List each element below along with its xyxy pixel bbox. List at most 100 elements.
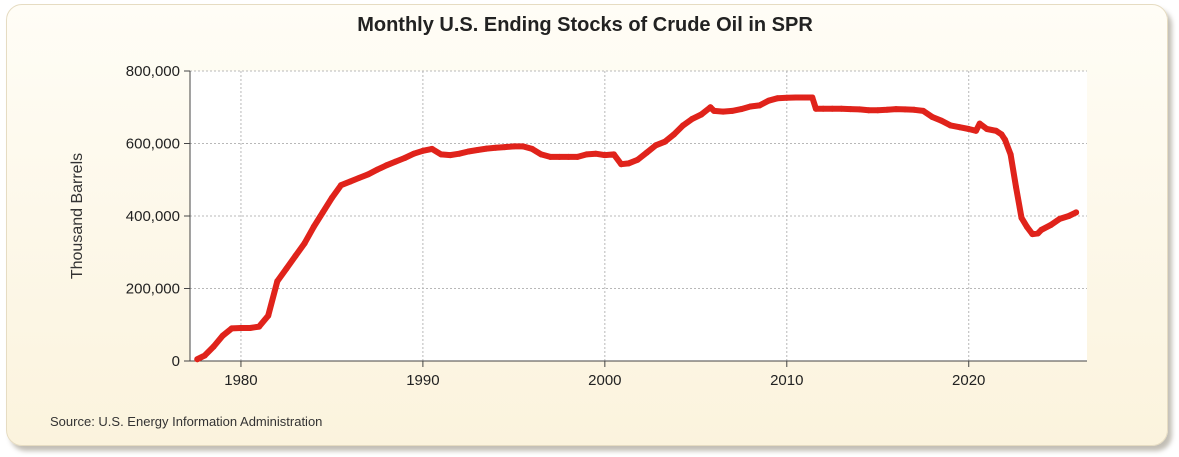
data-point — [237, 325, 244, 331]
data-point — [247, 325, 253, 331]
data-point — [965, 126, 972, 132]
data-point — [711, 107, 717, 114]
data-point — [698, 111, 705, 118]
data-point — [328, 194, 335, 201]
data-point — [1073, 209, 1080, 216]
data-point — [510, 143, 517, 150]
y-tick-label: 800,000 — [126, 63, 180, 80]
data-point — [256, 323, 263, 330]
data-point — [574, 153, 581, 160]
data-point — [429, 145, 435, 152]
y-tick-label: 200,000 — [126, 281, 180, 298]
y-tick-label: 0 — [172, 353, 180, 370]
data-point — [883, 106, 890, 113]
data-point — [1056, 215, 1063, 222]
data-point — [1024, 223, 1030, 230]
data-point — [1038, 226, 1045, 233]
data-point — [210, 343, 217, 350]
data-point — [592, 150, 599, 157]
data-point — [911, 106, 918, 113]
data-point — [610, 151, 617, 158]
data-point — [465, 148, 472, 155]
data-point — [274, 278, 281, 285]
data-point — [438, 151, 445, 158]
data-point — [856, 106, 863, 113]
data-point — [201, 352, 208, 359]
x-tick-label: 2010 — [770, 372, 803, 389]
source-note: Source: U.S. Energy Information Administ… — [50, 414, 323, 429]
data-point — [652, 142, 659, 149]
chart-title: Monthly U.S. Ending Stocks of Crude Oil … — [357, 14, 813, 36]
data-point — [565, 153, 572, 160]
data-point — [474, 147, 481, 153]
data-point — [756, 102, 763, 109]
data-point — [625, 160, 632, 167]
data-point — [973, 127, 979, 134]
x-tick-label: 1980 — [224, 372, 257, 389]
data-point — [283, 265, 290, 272]
x-tick-label: 1990 — [406, 372, 439, 389]
data-point — [783, 94, 790, 101]
data-point — [310, 223, 317, 230]
data-point — [301, 240, 308, 247]
data-point — [956, 124, 963, 131]
data-point — [1047, 222, 1054, 229]
data-point — [219, 332, 226, 339]
data-point — [998, 131, 1005, 138]
data-point — [529, 145, 536, 152]
data-point — [556, 153, 563, 160]
data-point — [812, 105, 819, 112]
data-point — [501, 144, 508, 151]
data-point — [618, 161, 625, 168]
data-point — [1013, 184, 1019, 190]
data-point — [392, 158, 399, 165]
data-point — [292, 252, 299, 259]
data-point — [338, 182, 344, 189]
data-point — [947, 122, 954, 129]
y-tick-label: 600,000 — [126, 136, 180, 153]
data-point — [809, 94, 816, 101]
data-point — [447, 152, 454, 159]
data-point — [401, 155, 408, 161]
data-point — [1018, 214, 1025, 221]
data-point — [356, 174, 363, 181]
data-point — [938, 117, 945, 124]
data-point — [893, 106, 899, 113]
data-point — [720, 108, 727, 115]
data-point — [265, 312, 272, 319]
data-point — [747, 103, 754, 110]
data-point — [194, 356, 201, 363]
data-point — [1065, 213, 1072, 219]
data-point — [1002, 136, 1009, 143]
data-point — [601, 152, 608, 159]
data-point — [410, 150, 417, 157]
data-point — [993, 127, 999, 134]
data-point — [661, 138, 668, 145]
data-point — [374, 166, 381, 173]
y-tick-label: 400,000 — [126, 208, 180, 225]
data-point — [802, 94, 808, 101]
data-point — [547, 153, 554, 160]
data-point — [680, 122, 687, 129]
data-point — [902, 106, 909, 113]
data-point — [347, 178, 354, 185]
x-tick-label: 2020 — [952, 372, 985, 389]
data-point — [228, 325, 235, 332]
data-point — [634, 156, 641, 163]
data-point — [671, 131, 677, 138]
data-point — [729, 107, 736, 114]
data-point — [319, 209, 326, 216]
data-point — [976, 120, 983, 127]
data-point — [929, 114, 936, 120]
x-tick-label: 2000 — [588, 372, 621, 389]
data-point — [792, 94, 799, 101]
data-point — [1007, 151, 1014, 158]
data-point — [643, 149, 650, 156]
data-point — [829, 105, 836, 112]
data-point — [1029, 231, 1036, 238]
data-point — [983, 126, 990, 132]
data-point — [738, 106, 745, 113]
data-point — [520, 143, 526, 150]
data-point — [820, 105, 827, 112]
